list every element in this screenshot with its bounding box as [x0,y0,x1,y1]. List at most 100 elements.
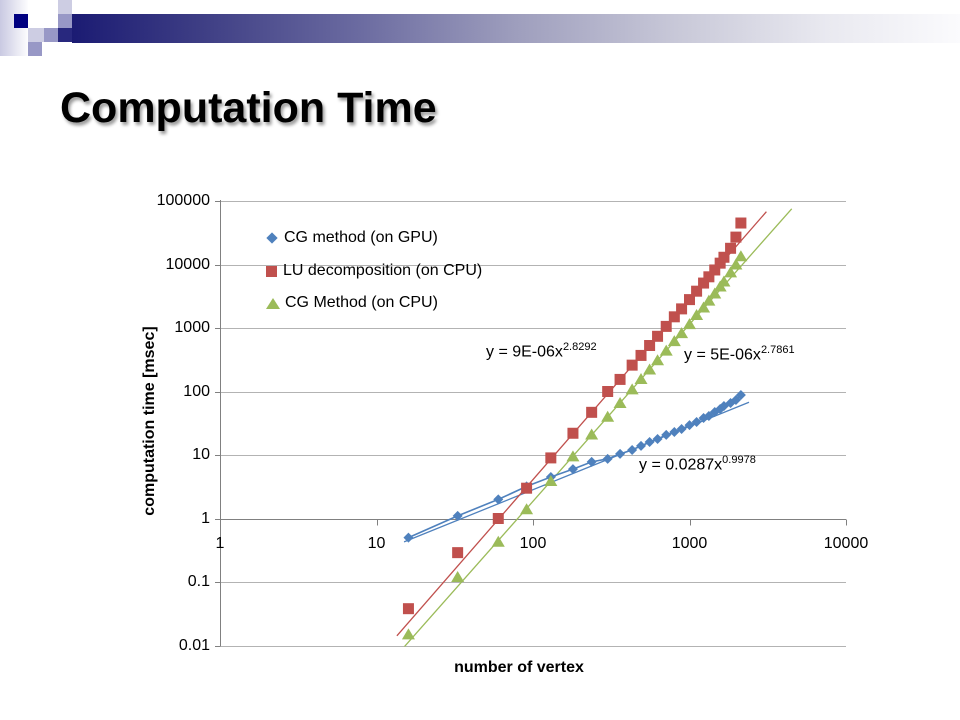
trendline-equation-cg-gpu: y = 0.0287x0.9978 [639,454,756,474]
data-point-square [668,311,680,323]
y-tick-label: 100000 [156,192,210,209]
equation-exponent: 2.8292 [562,341,597,353]
data-point-triangle [585,428,599,440]
data-point-diamond [735,390,746,401]
y-tick-label: 1 [201,509,210,527]
legend-item-cg-cpu: CG Method (on CPU) [266,294,438,312]
y-tick-label: 0.1 [187,573,210,590]
equation-base: y = 5E-06x [684,346,761,364]
y-tick-label: 10000 [165,255,211,273]
decoration-square [58,14,72,28]
data-point-diamond [452,510,463,521]
data-point-diamond [676,423,687,434]
data-point-diamond [652,433,663,444]
decoration-gradient-bar [72,14,960,43]
decoration-navy-square [14,14,28,28]
decoration-square [58,0,72,14]
data-point-square [698,277,710,289]
data-point-square [586,406,598,418]
data-point-diamond [661,429,672,440]
data-point-triangle [451,570,465,582]
data-point-square [684,294,695,306]
legend-label: LU decomposition (on CPU) [283,262,483,279]
trendline-equation-lu-cpu: y = 9E-06x2.8292 [486,341,597,361]
data-point-triangle [734,250,748,262]
decoration-left-strip [0,0,28,56]
data-point-triangle [697,301,711,313]
data-point-square [714,257,726,269]
data-point-square [521,482,533,494]
y-tick-label: 100 [183,382,210,400]
legend-label: CG Method (on CPU) [285,294,438,311]
data-point-diamond [586,456,597,467]
data-point-triangle [675,327,689,339]
data-point-square [635,349,647,361]
y-tick-label: 0.01 [178,636,210,654]
data-point-triangle [566,450,580,462]
decoration-square [44,28,58,42]
data-point-diamond [669,427,680,438]
equation-base: y = 9E-06x [486,343,563,361]
data-point-square [660,320,672,332]
data-point-triangle [651,354,665,366]
triangle-marker-icon [266,297,280,309]
data-point-square [725,242,737,254]
x-tick-label: 10000 [823,534,869,552]
data-point-square [626,359,638,371]
data-point-triangle [729,258,743,270]
equation-base: y = 0.0287x [639,456,723,474]
diamond-marker-icon [266,232,278,244]
data-point-square [614,373,626,385]
square-marker-icon [266,265,277,277]
x-axis-title: number of vertex [454,659,584,676]
data-point-diamond [602,453,613,464]
data-point-diamond [567,464,578,475]
data-point-square [703,271,715,283]
y-tick-label: 10 [192,446,210,463]
data-point-triangle [613,396,627,408]
data-point-square [676,303,688,315]
data-point-square [602,386,614,397]
data-point-triangle [683,318,696,330]
slide-title: Computation Time [60,84,437,132]
equation-exponent: 2.7861 [760,344,795,356]
trendline-equation-cg-cpu: y = 5E-06x2.7861 [684,344,795,364]
data-point-triangle [643,363,657,375]
data-point-diamond [636,440,647,451]
data-point-triangle [520,503,534,515]
y-tick-label: 1000 [174,319,210,336]
data-point-triangle [544,474,558,486]
data-point-square [452,547,464,559]
data-point-triangle [634,373,648,385]
data-point-square [735,217,747,229]
equation-exponent: 0.9978 [722,454,756,466]
data-point-triangle [601,410,615,422]
data-point-square [402,603,414,615]
data-point-triangle [702,294,716,306]
x-tick-label: 1 [215,534,225,552]
data-point-square [567,427,579,439]
data-point-triangle [401,628,415,640]
data-point-diamond [615,448,626,459]
data-point-square [652,330,664,342]
data-point-triangle [717,275,731,287]
data-point-triangle [724,266,738,278]
data-point-triangle [625,383,639,395]
data-point-triangle [667,335,681,347]
data-point-square [492,513,504,524]
data-point-triangle [708,287,722,299]
data-point-diamond [691,416,702,427]
legend-label: CG method (on GPU) [284,229,438,246]
legend-item-lu-cpu: LU decomposition (on CPU) [266,262,482,280]
x-tick-label: 100 [519,534,547,552]
data-point-square [730,231,742,243]
data-point-diamond [684,420,695,431]
data-point-triangle [690,309,704,321]
data-point-diamond [493,494,504,505]
data-point-diamond [644,437,655,448]
data-point-square [545,452,557,464]
decoration-square [58,28,72,42]
data-point-square [691,285,703,297]
